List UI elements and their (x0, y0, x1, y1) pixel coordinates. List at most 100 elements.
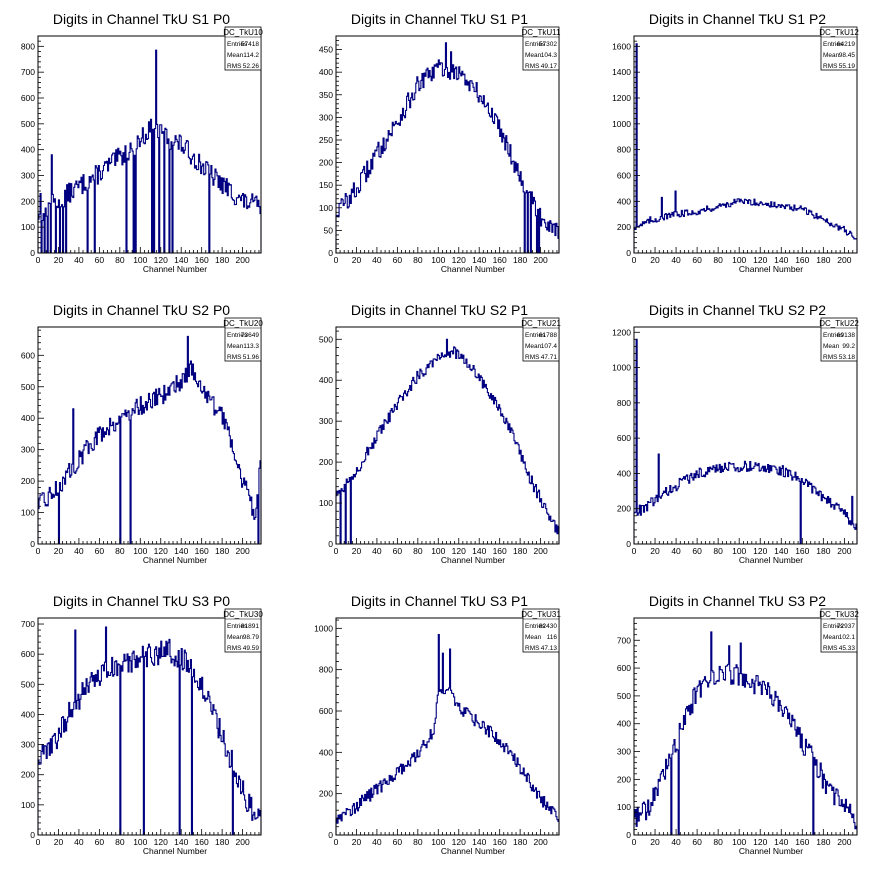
y-tick-label: 1200 (612, 93, 631, 103)
histogram-panel-s1-p0: Digits in Channel TkU S1 P0 0 20 40 60 80 100 1… (0, 0, 298, 290)
y-tick-label: 600 (21, 93, 35, 103)
stats-mean-value: 107.4 (541, 343, 558, 350)
x-tick-label: 80 (413, 837, 423, 847)
y-tick-label: 600 (617, 171, 631, 181)
plot-frame (335, 326, 560, 545)
x-tick-label: 140 (774, 255, 788, 265)
stats-entries-label: Entries (525, 623, 546, 630)
x-tick-label: 60 (95, 837, 105, 847)
x-tick-label: 100 (431, 255, 445, 265)
x-tick-label: 40 (372, 837, 382, 847)
x-tick-label: 100 (732, 546, 746, 556)
x-tick-label: 80 (115, 546, 125, 556)
histogram-s2-p0: Digits in Channel TkU S2 P0 0 20 40 60 80 100 1… (21, 302, 264, 565)
x-tick-label: 40 (372, 546, 382, 556)
x-tick-label: 0 (334, 837, 339, 847)
x-tick-label: 160 (195, 255, 209, 265)
y-tick-label: 100 (21, 800, 35, 810)
chart-title: Digits in Channel TkU S2 P2 (649, 302, 826, 318)
histogram-panel-s1-p1: Digits in Channel TkU S1 P1 0 20 40 60 80 100 1… (298, 0, 596, 290)
stats-mean-label: Mean (525, 343, 542, 350)
chart-title: Digits in Channel TkU S3 P0 (53, 593, 230, 609)
histogram-series (335, 338, 560, 545)
x-tick-label: 100 (431, 837, 445, 847)
stats-rms-label: RMS (227, 63, 242, 70)
x-tick-label: 120 (154, 837, 168, 847)
x-tick-label: 20 (352, 255, 362, 265)
y-tick-label: 100 (617, 802, 631, 812)
y-tick-label: 0 (30, 248, 35, 258)
stats-mean-label: Mean (227, 634, 244, 641)
stats-entries-label: Entries (227, 623, 248, 630)
stats-rms-value: 51.96 (243, 354, 260, 361)
x-tick-label: 40 (74, 546, 84, 556)
x-tick-label: 140 (174, 546, 188, 556)
histogram-s1-p0: Digits in Channel TkU S1 P0 0 20 40 60 80 100 1… (21, 11, 264, 274)
stats-mean-label: Mean (823, 52, 840, 59)
x-tick-label: 180 (513, 837, 527, 847)
y-tick-label: 400 (617, 468, 631, 478)
x-tick-label: 100 (133, 837, 147, 847)
x-tick-label: 160 (195, 546, 209, 556)
stats-hist-name: DC_TkU10 (223, 28, 263, 37)
y-tick-label: 800 (617, 145, 631, 155)
stats-rms-value: 47.71 (541, 354, 558, 361)
x-axis-title: Channel Number (739, 846, 803, 856)
plot-frame (335, 617, 560, 836)
histogram-series (37, 335, 262, 545)
histogram-s3-p0: Digits in Channel TkU S3 P0 0 20 40 60 80 100 1… (21, 593, 264, 856)
y-tick-label: 0 (328, 830, 333, 840)
histogram-panel-s3-p2: Digits in Channel TkU S3 P2 0 20 40 60 80 100 1… (596, 582, 894, 872)
histogram-s1-p1: Digits in Channel TkU S1 P1 0 20 40 60 80 100 1… (319, 11, 561, 274)
stats-box-frame (522, 317, 560, 362)
stats-entries-label: Entries (823, 332, 844, 339)
x-tick-label: 120 (452, 546, 466, 556)
x-axis-title: Channel Number (143, 264, 207, 274)
histogram-series (335, 42, 560, 254)
y-tick-label: 0 (30, 830, 35, 840)
stats-entries-value: 64219 (837, 41, 855, 48)
y-tick-label: 100 (319, 498, 333, 508)
stats-hist-name: DC_TkU22 (819, 319, 859, 328)
y-tick-label: 500 (617, 691, 631, 701)
stats-mean-label: Mean (525, 52, 542, 59)
y-tick-label: 1600 (612, 41, 631, 51)
stats-rms-label: RMS (227, 354, 242, 361)
x-tick-label: 120 (452, 255, 466, 265)
y-tick-label: 400 (21, 413, 35, 423)
x-tick-label: 200 (235, 837, 249, 847)
x-tick-label: 80 (713, 546, 723, 556)
x-axis-title: Channel Number (441, 555, 505, 565)
y-tick-label: 100 (21, 222, 35, 232)
y-tick-label: 1000 (612, 363, 631, 373)
x-tick-label: 40 (671, 255, 681, 265)
x-tick-label: 140 (174, 837, 188, 847)
stats-entries-value: 61788 (539, 332, 557, 339)
x-tick-label: 180 (513, 546, 527, 556)
y-tick-label: 200 (319, 789, 333, 799)
plot-frame (633, 617, 858, 836)
chart-title: Digits in Channel TkU S1 P2 (649, 11, 826, 27)
x-tick-label: 180 (215, 255, 229, 265)
x-tick-label: 120 (154, 255, 168, 265)
x-tick-label: 60 (393, 837, 403, 847)
chart-title: Digits in Channel TkU S3 P1 (351, 593, 528, 609)
x-tick-label: 0 (36, 837, 41, 847)
x-tick-label: 0 (334, 255, 339, 265)
histogram-series (335, 633, 560, 835)
x-tick-label: 180 (215, 546, 229, 556)
stats-rms-label: RMS (823, 645, 838, 652)
x-tick-label: 140 (774, 546, 788, 556)
stats-entries-label: Entries (227, 41, 248, 48)
y-tick-label: 300 (319, 112, 333, 122)
x-tick-label: 60 (692, 837, 702, 847)
stats-entries-value: 82430 (539, 623, 557, 630)
stats-rms-label: RMS (823, 354, 838, 361)
x-tick-label: 100 (732, 837, 746, 847)
histogram-panel-s3-p1: Digits in Channel TkU S3 P1 0 20 40 60 80 100 1… (298, 582, 596, 872)
y-tick-label: 300 (21, 171, 35, 181)
x-tick-label: 100 (431, 546, 445, 556)
